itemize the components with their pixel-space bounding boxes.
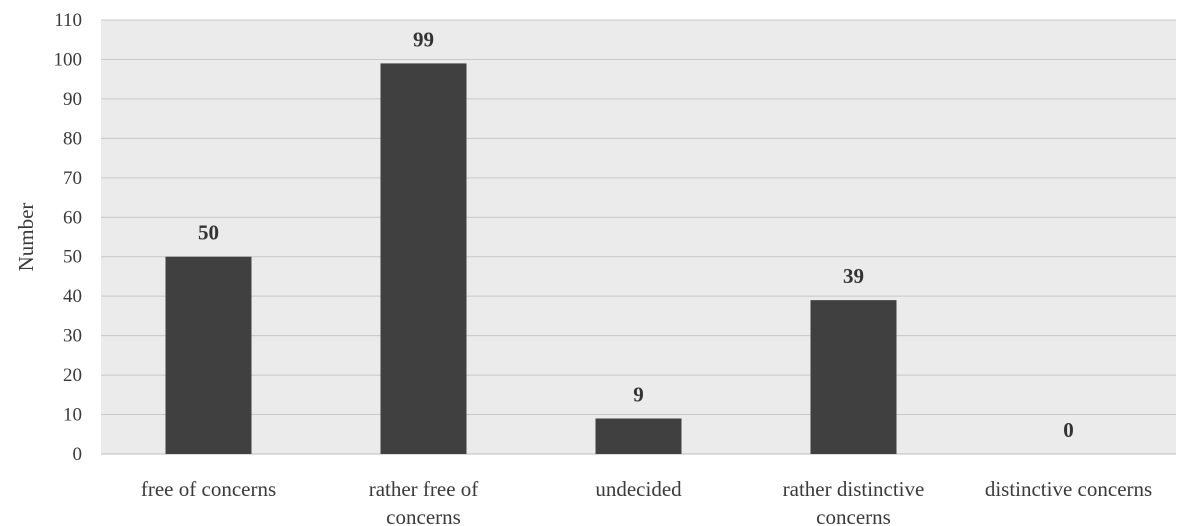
x-category-label-line: rather free of bbox=[369, 477, 479, 501]
plot-area-background bbox=[101, 20, 1176, 454]
data-label: 50 bbox=[198, 221, 219, 245]
data-label: 0 bbox=[1063, 418, 1074, 442]
x-category-label: rather free of concerns bbox=[369, 477, 479, 526]
y-tick-label: 90 bbox=[63, 89, 82, 110]
y-axis-ticks: 0 10 20 30 40 50 60 70 80 90 100 110 bbox=[54, 10, 83, 465]
x-category-label-line: concerns bbox=[816, 505, 891, 526]
bar bbox=[595, 418, 682, 454]
y-tick-label: 30 bbox=[63, 326, 82, 347]
bar bbox=[810, 300, 897, 454]
x-category-label-line: rather distinctive bbox=[783, 477, 925, 501]
y-tick-label: 110 bbox=[54, 10, 82, 31]
y-tick-label: 60 bbox=[63, 207, 82, 228]
y-tick-label: 80 bbox=[63, 128, 82, 149]
data-label: 9 bbox=[633, 382, 644, 406]
x-category-label: rather distinctive concerns bbox=[783, 477, 925, 526]
y-tick-label: 70 bbox=[63, 168, 82, 189]
x-axis-categories: free of concerns rather free of concerns un… bbox=[141, 477, 1152, 526]
bar bbox=[165, 256, 252, 454]
x-category-label-line: undecided bbox=[595, 477, 682, 501]
bar bbox=[380, 63, 467, 455]
x-category-label-line: free of concerns bbox=[141, 477, 276, 501]
y-tick-label: 40 bbox=[63, 286, 82, 307]
x-category-label: free of concerns bbox=[141, 477, 276, 501]
x-category-label-line: distinctive concerns bbox=[985, 477, 1152, 501]
bars bbox=[165, 63, 897, 455]
x-category-label: undecided bbox=[595, 477, 682, 501]
y-axis-title: Number bbox=[14, 203, 38, 272]
y-tick-label: 100 bbox=[54, 49, 83, 70]
x-category-label: distinctive concerns bbox=[985, 477, 1152, 501]
y-tick-label: 10 bbox=[63, 405, 82, 426]
gridlines bbox=[101, 19, 1176, 455]
data-label: 99 bbox=[413, 27, 434, 51]
y-tick-label: 0 bbox=[73, 444, 83, 465]
x-category-label-line: concerns bbox=[386, 505, 461, 526]
data-label: 39 bbox=[843, 264, 864, 288]
y-tick-label: 20 bbox=[63, 365, 82, 386]
y-tick-label: 50 bbox=[63, 247, 82, 268]
